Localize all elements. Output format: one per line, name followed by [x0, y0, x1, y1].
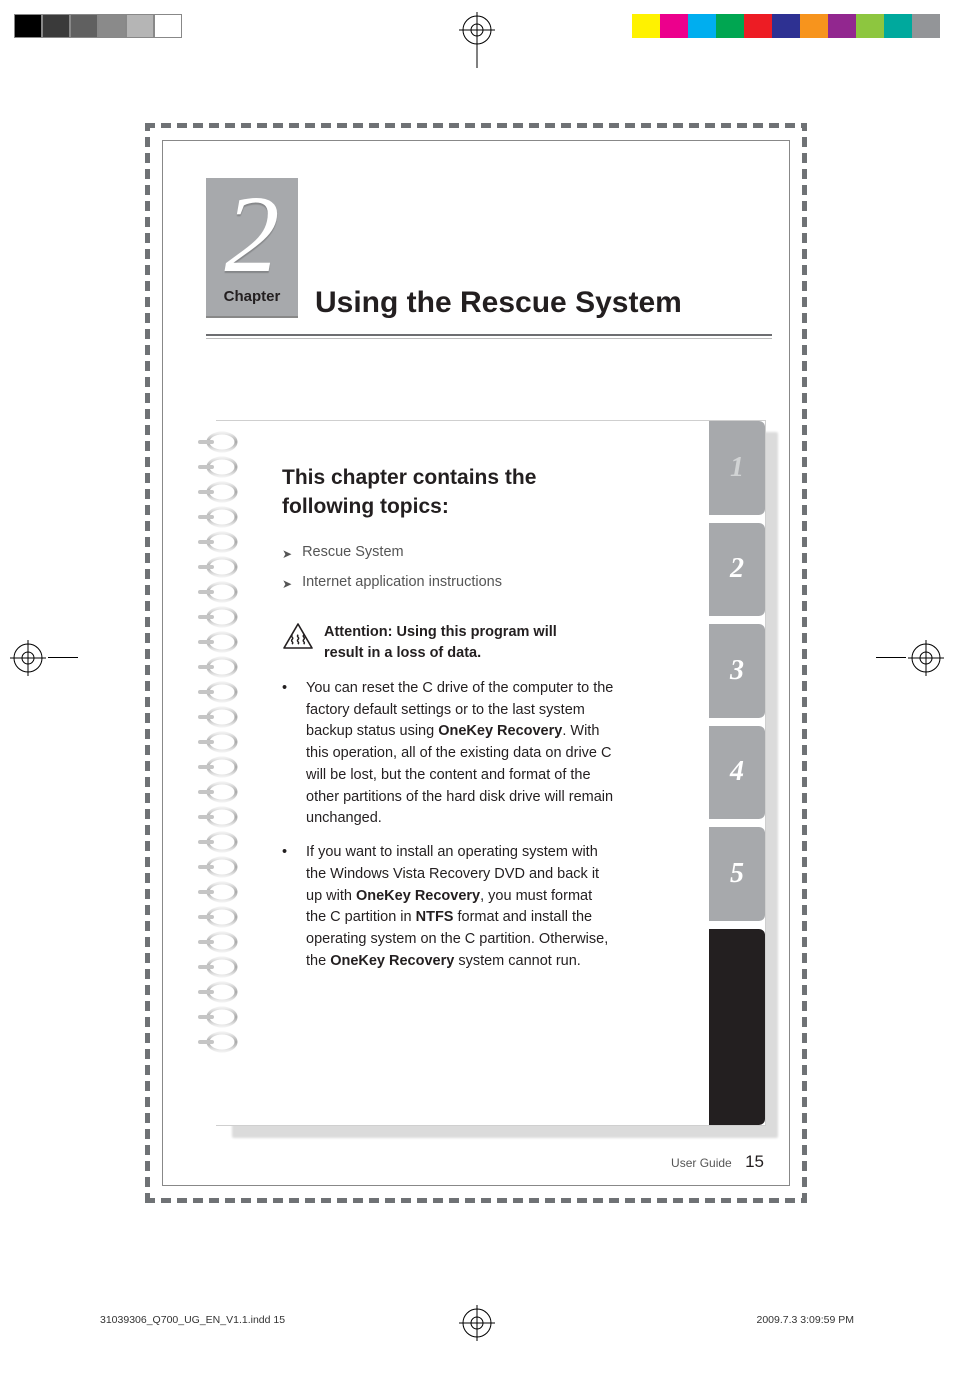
topics-heading: This chapter contains the following topi…	[282, 463, 582, 522]
chapter-title: Using the Rescue System	[315, 286, 682, 320]
swatch	[98, 14, 126, 38]
content-card: This chapter contains the following topi…	[216, 420, 766, 1126]
chapter-number: 2	[206, 178, 298, 284]
side-tab-1[interactable]: 1	[709, 421, 765, 515]
swatch	[828, 14, 856, 38]
registration-mark-bottom	[459, 1305, 495, 1346]
footer-label: User Guide	[671, 1156, 732, 1170]
grayscale-swatches	[14, 14, 182, 38]
swatch	[716, 14, 744, 38]
side-tab-4[interactable]: 4	[709, 726, 765, 820]
tab-filler	[709, 929, 765, 1125]
topics-list: ➤ Rescue System ➤ Internet application inst…	[282, 544, 741, 594]
spiral-coil	[192, 531, 238, 553]
registration-mark-right	[908, 640, 944, 681]
swatch	[154, 14, 182, 38]
spiral-coil	[192, 706, 238, 728]
spiral-binding	[192, 431, 238, 1115]
swatch	[800, 14, 828, 38]
topic-text: Internet application instructions	[302, 574, 502, 594]
color-swatches	[632, 14, 940, 38]
spiral-coil	[192, 656, 238, 678]
chevron-right-icon: ➤	[282, 544, 292, 564]
bullet-text: You can reset the C drive of the compute…	[306, 678, 614, 830]
spiral-coil	[192, 456, 238, 478]
chevron-right-icon: ➤	[282, 574, 292, 594]
bullet-item: •If you want to install an operating sys…	[282, 842, 614, 973]
spiral-coil	[192, 831, 238, 853]
registration-mark-left	[10, 640, 46, 681]
registration-mark-top	[459, 12, 495, 53]
crop-line-right	[876, 657, 906, 658]
spiral-coil	[192, 756, 238, 778]
side-tab-3[interactable]: 3	[709, 624, 765, 718]
side-tabs: 12345	[709, 421, 765, 1125]
spiral-coil	[192, 1031, 238, 1053]
bullet-text: If you want to install an operating syst…	[306, 842, 614, 973]
spiral-coil	[192, 806, 238, 828]
warning-icon: ⌇⌇⌇	[282, 622, 314, 655]
spiral-coil	[192, 631, 238, 653]
spiral-coil	[192, 781, 238, 803]
topic-item: ➤ Rescue System	[282, 544, 741, 564]
page-footer: User Guide 15	[671, 1152, 764, 1172]
crop-line-top	[477, 48, 478, 68]
topic-item: ➤ Internet application instructions	[282, 574, 741, 594]
topic-text: Rescue System	[302, 544, 404, 564]
page-frame: 2 Chapter Using the Rescue System This c…	[140, 118, 812, 1208]
page-number: 15	[745, 1152, 764, 1171]
swatch	[744, 14, 772, 38]
svg-text:⌇⌇⌇: ⌇⌇⌇	[289, 633, 307, 647]
spiral-coil	[192, 606, 238, 628]
meta-timestamp: 2009.7.3 3:09:59 PM	[757, 1314, 855, 1326]
spiral-coil	[192, 1006, 238, 1028]
crop-line-left	[48, 657, 78, 658]
chapter-label: Chapter	[206, 284, 298, 305]
swatch	[14, 14, 42, 38]
swatch	[660, 14, 688, 38]
swatch	[126, 14, 154, 38]
side-tab-2[interactable]: 2	[709, 523, 765, 617]
bullet-dot: •	[282, 678, 296, 830]
chapter-number-block: 2 Chapter	[206, 178, 298, 318]
spiral-coil	[192, 931, 238, 953]
card-surface: This chapter contains the following topi…	[216, 420, 766, 1126]
swatch	[42, 14, 70, 38]
spiral-coil	[192, 581, 238, 603]
spiral-coil	[192, 731, 238, 753]
swatch	[70, 14, 98, 38]
swatch	[688, 14, 716, 38]
bullet-item: •You can reset the C drive of the comput…	[282, 678, 614, 830]
spiral-coil	[192, 556, 238, 578]
spiral-coil	[192, 681, 238, 703]
spiral-coil	[192, 506, 238, 528]
spiral-coil	[192, 431, 238, 453]
spiral-coil	[192, 881, 238, 903]
attention-text: Attention: Using this program will resul…	[324, 622, 594, 664]
swatch	[772, 14, 800, 38]
swatch	[912, 14, 940, 38]
swatch	[884, 14, 912, 38]
side-tab-5[interactable]: 5	[709, 827, 765, 921]
attention-row: ⌇⌇⌇ Attention: Using this program will r…	[282, 622, 594, 664]
meta-filename: 31039306_Q700_UG_EN_V1.1.indd 15	[100, 1314, 285, 1326]
spiral-coil	[192, 906, 238, 928]
bullet-list: •You can reset the C drive of the comput…	[282, 678, 614, 973]
bullet-dot: •	[282, 842, 296, 973]
spiral-coil	[192, 481, 238, 503]
swatch	[856, 14, 884, 38]
spiral-coil	[192, 981, 238, 1003]
swatch	[632, 14, 660, 38]
spiral-coil	[192, 956, 238, 978]
spiral-coil	[192, 856, 238, 878]
